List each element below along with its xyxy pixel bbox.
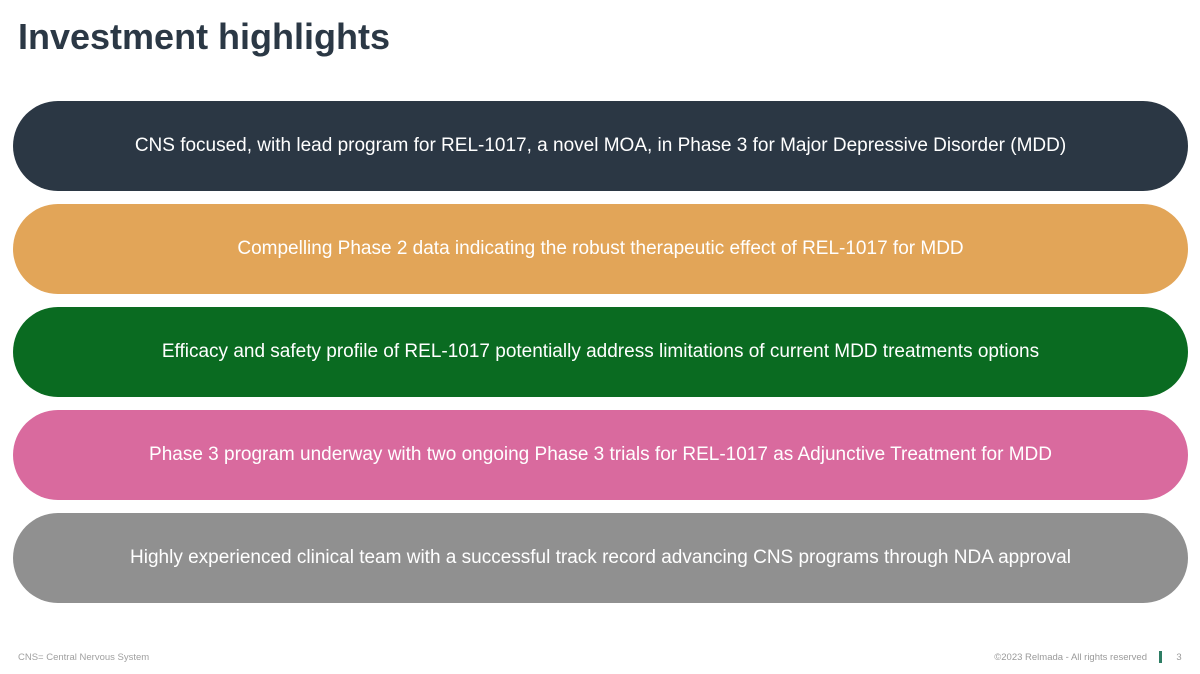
highlight-list: CNS focused, with lead program for REL-1… (13, 101, 1188, 603)
footer-copyright: ©2023 Relmada - All rights reserved (994, 651, 1147, 663)
page-title: Investment highlights (18, 16, 391, 57)
highlight-text: CNS focused, with lead program for REL-1… (134, 135, 1067, 157)
footer-right-group: ©2023 Relmada - All rights reserved 3 (994, 651, 1184, 663)
page-number: 3 (1176, 651, 1182, 663)
highlight-pill-phase2-data: Compelling Phase 2 data indicating the r… (13, 204, 1188, 294)
highlight-text: Highly experienced clinical team with a … (130, 547, 1071, 569)
highlight-pill-cns-focus: CNS focused, with lead program for REL-1… (13, 101, 1188, 191)
highlight-pill-efficacy-safety: Efficacy and safety profile of REL-1017 … (13, 307, 1188, 397)
highlight-text: Compelling Phase 2 data indicating the r… (237, 238, 964, 260)
footer-divider-bar (1159, 651, 1162, 663)
highlight-pill-phase3-program: Phase 3 program underway with two ongoin… (13, 410, 1188, 500)
slide-footer: CNS= Central Nervous System ©2023 Relmad… (0, 648, 1200, 666)
highlight-text: Efficacy and safety profile of REL-1017 … (161, 341, 1040, 363)
highlight-text: Phase 3 program underway with two ongoin… (149, 444, 1052, 466)
footer-abbreviation-note: CNS= Central Nervous System (18, 651, 150, 663)
highlight-pill-clinical-team: Highly experienced clinical team with a … (13, 513, 1188, 603)
